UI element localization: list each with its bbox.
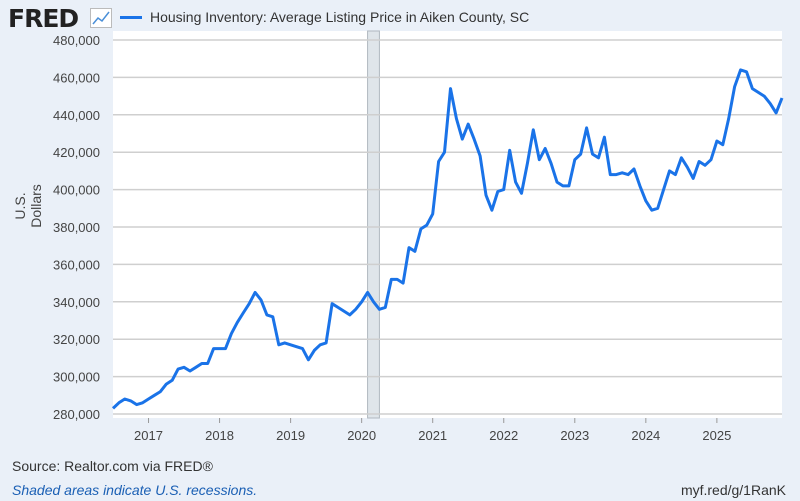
y-tick-label: 280,000 bbox=[53, 407, 100, 422]
y-tick-label: 340,000 bbox=[53, 295, 100, 310]
legend-label: Housing Inventory: Average Listing Price… bbox=[150, 9, 530, 25]
x-tick-label: 2024 bbox=[631, 428, 660, 443]
y-tick-label: 380,000 bbox=[53, 220, 100, 235]
fred-logo[interactable]: FRED bbox=[8, 4, 79, 33]
y-tick-label: 420,000 bbox=[53, 145, 100, 160]
plot-background bbox=[113, 31, 782, 418]
x-tick-label: 2020 bbox=[347, 428, 376, 443]
y-tick-label: 400,000 bbox=[53, 183, 100, 198]
recession-band bbox=[367, 30, 380, 419]
y-tick-label: 300,000 bbox=[53, 370, 100, 385]
legend-swatch bbox=[120, 15, 142, 19]
y-tick-label: 460,000 bbox=[53, 70, 100, 85]
line-chart-icon bbox=[90, 8, 112, 28]
source-text: Source: Realtor.com via FRED® bbox=[12, 458, 213, 474]
series-line bbox=[111, 68, 784, 410]
y-axis-label: U.S. Dollars bbox=[12, 184, 44, 228]
y-tick-label: 320,000 bbox=[53, 332, 100, 347]
x-tick-label: 2025 bbox=[702, 428, 731, 443]
x-tick-label: 2017 bbox=[134, 428, 163, 443]
recession-note: Shaded areas indicate U.S. recessions. bbox=[12, 482, 258, 498]
x-tick-label: 2021 bbox=[418, 428, 447, 443]
y-tick-label: 360,000 bbox=[53, 257, 100, 272]
x-tick-label: 2023 bbox=[560, 428, 589, 443]
x-tick-label: 2022 bbox=[489, 428, 518, 443]
short-url[interactable]: myf.red/g/1RanK bbox=[680, 482, 786, 498]
x-tick-label: 2018 bbox=[205, 428, 234, 443]
y-tick-label: 440,000 bbox=[53, 108, 100, 123]
x-tick-label: 2019 bbox=[276, 428, 305, 443]
legend: Housing Inventory: Average Listing Price… bbox=[120, 9, 529, 25]
y-tick-label: 480,000 bbox=[53, 33, 100, 48]
